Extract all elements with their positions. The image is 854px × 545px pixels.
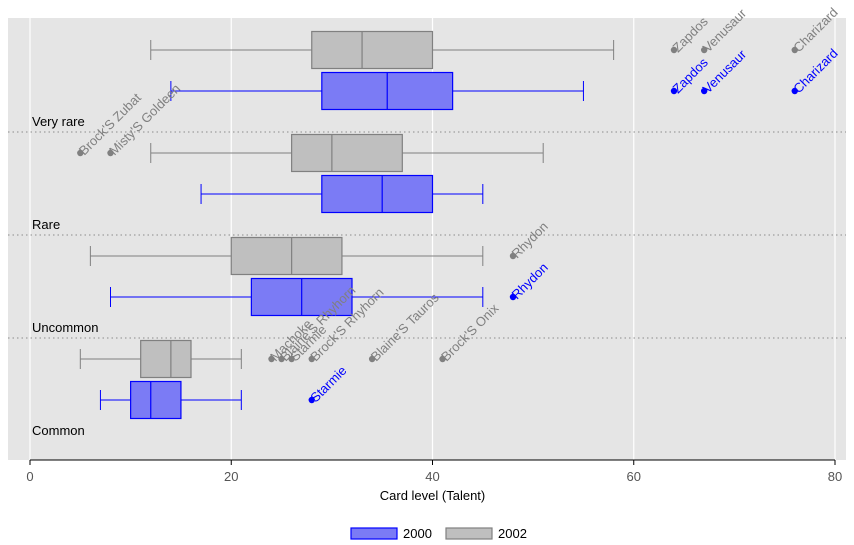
outlier-point: [268, 355, 275, 363]
iqr-box: [311, 30, 434, 70]
legend-item-2000: 2000: [350, 526, 432, 541]
box-2002-very-rare: [150, 30, 615, 70]
outlier-point: [791, 87, 798, 95]
outlier-point: [107, 149, 114, 157]
group-label-very-rare: Very rare: [32, 114, 85, 129]
x-tick-label-60: 60: [627, 469, 641, 484]
outlier-point: [308, 355, 315, 363]
outlier-point: [308, 396, 315, 404]
outlier-point: [509, 293, 517, 301]
legend-label: 2002: [498, 526, 527, 541]
outlier-point: [77, 149, 84, 157]
iqr-box: [230, 236, 343, 276]
box-2002-common: [79, 339, 242, 379]
x-tick-label-0: 0: [26, 469, 33, 484]
legend-item-2002: 2002: [445, 526, 527, 541]
outlier-point: [700, 46, 708, 54]
outlier-point: [670, 46, 678, 54]
box-2000-very-rare: [170, 71, 584, 111]
legend-label: 2000: [403, 526, 432, 541]
outlier-point: [288, 355, 295, 363]
x-tick-label-20: 20: [224, 469, 238, 484]
group-labels: Very rare Rare Uncommon Common: [32, 114, 98, 438]
boxes-layer: [79, 30, 615, 420]
iqr-box: [291, 133, 403, 173]
box-2002-uncommon: [89, 236, 484, 276]
group-label-rare: Rare: [32, 217, 60, 232]
box-2002-rare: [150, 133, 544, 173]
x-tick-label-40: 40: [425, 469, 439, 484]
outlier-point: [368, 355, 376, 363]
outlier-point: [278, 355, 285, 363]
iqr-box: [130, 380, 182, 420]
box-2000-common: [99, 380, 242, 420]
outlier-point: [509, 252, 517, 260]
box-2000-rare: [200, 174, 484, 214]
x-tick-label-80: 80: [828, 469, 842, 484]
group-label-uncommon: Uncommon: [32, 320, 98, 335]
x-axis: 0 20 40 60 80: [26, 459, 842, 484]
group-separators: [8, 131, 846, 339]
outlier-point: [791, 46, 798, 54]
outlier-point: [670, 87, 678, 95]
legend-swatch: [350, 527, 398, 540]
outlier-point: [700, 87, 708, 95]
box-2000-uncommon: [110, 277, 484, 317]
group-label-common: Common: [32, 423, 85, 438]
legend: 2000 2002: [350, 526, 527, 541]
iqr-box: [140, 339, 192, 379]
outlier-point: [439, 355, 446, 363]
x-axis-label: Card level (Talent): [380, 488, 486, 503]
legend-swatch: [445, 527, 493, 540]
iqr-box: [321, 174, 434, 214]
